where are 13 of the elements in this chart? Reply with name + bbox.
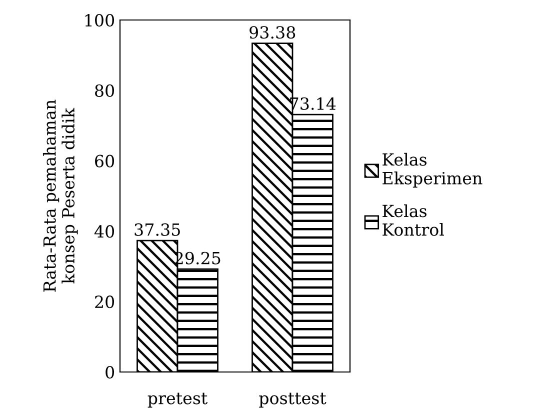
x-tick-label: pretest xyxy=(148,392,208,408)
data-label: 93.38 xyxy=(250,26,296,39)
y-tick-label: 0 xyxy=(106,366,114,379)
y-axis-title: Rata-Rata pemahaman konsep Peserta didik xyxy=(42,100,78,292)
data-label: 37.35 xyxy=(134,223,180,236)
y-tick-label: 40 xyxy=(94,225,114,238)
y-tick-label: 80 xyxy=(95,84,114,97)
legend-label: Kelas Kontrol xyxy=(382,204,444,236)
x-tick-label: posttest xyxy=(259,392,326,408)
y-tick-label: 20 xyxy=(95,296,114,308)
legend-label: Kelas Eksperimen xyxy=(382,152,482,188)
y-tick-label: 100 xyxy=(85,14,114,27)
y-tick-label: 60 xyxy=(95,154,114,168)
